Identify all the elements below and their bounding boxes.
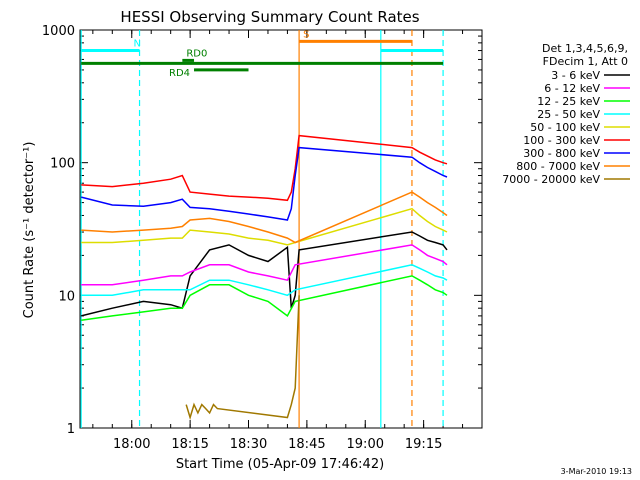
x-tick-label: 18:00 (113, 437, 150, 452)
x-axis-label: Start Time (05-Apr-09 17:46:42) (176, 457, 384, 472)
x-tick-label: 18:15 (171, 437, 208, 452)
x-tick-label: 18:45 (288, 437, 325, 452)
legend-entry-label: 300 - 800 keV (523, 147, 600, 160)
chart-title: HESSI Observing Summary Count Rates (120, 8, 419, 26)
legend-entry-label: 100 - 300 keV (523, 134, 600, 147)
legend-entry-label: 12 - 25 keV (537, 95, 600, 108)
legend-entry-label: 7000 - 20000 keV (502, 173, 600, 186)
series-line (81, 134, 448, 202)
x-tick-label: 18:30 (230, 437, 267, 452)
x-tick-label: 19:00 (347, 437, 384, 452)
y-tick-label: 1000 (42, 24, 75, 39)
legend-entry-label: 6 - 12 keV (544, 82, 600, 95)
legend-header: FDecim 1, Att 0 (543, 55, 628, 68)
x-tick-label: 19:15 (405, 437, 442, 452)
series-line (81, 275, 448, 321)
legend-entry-label: 3 - 6 keV (551, 69, 600, 82)
y-tick-label: 100 (50, 157, 75, 172)
flag-label: S (303, 29, 309, 40)
series-line (81, 264, 448, 297)
series-line (81, 191, 448, 244)
legend-entry-label: 800 - 7000 keV (516, 160, 600, 173)
series-line (81, 146, 448, 221)
flag-label: RD4 (169, 68, 190, 79)
legend-entry-label: 50 - 100 keV (530, 121, 600, 134)
plot-frame (79, 29, 483, 429)
series-line (81, 207, 448, 246)
series-line (185, 295, 300, 421)
legend-entry-label: 25 - 50 keV (537, 108, 600, 121)
series-line (81, 244, 448, 286)
flag-label: N (134, 39, 141, 50)
legend-header: Det 1,3,4,5,6,9, (542, 42, 628, 55)
series-line (81, 231, 448, 317)
y-axis-label: Count Rate (s⁻¹ detector⁻¹) (22, 142, 37, 319)
flag-label: RD0 (186, 48, 207, 59)
legend: Det 1,3,4,5,6,9,FDecim 1, Att 03 - 6 keV… (502, 42, 630, 186)
y-tick-label: 1 (67, 422, 75, 437)
y-tick-label: 10 (58, 289, 75, 304)
footer-timestamp: 3-Mar-2010 19:13 (561, 467, 632, 476)
